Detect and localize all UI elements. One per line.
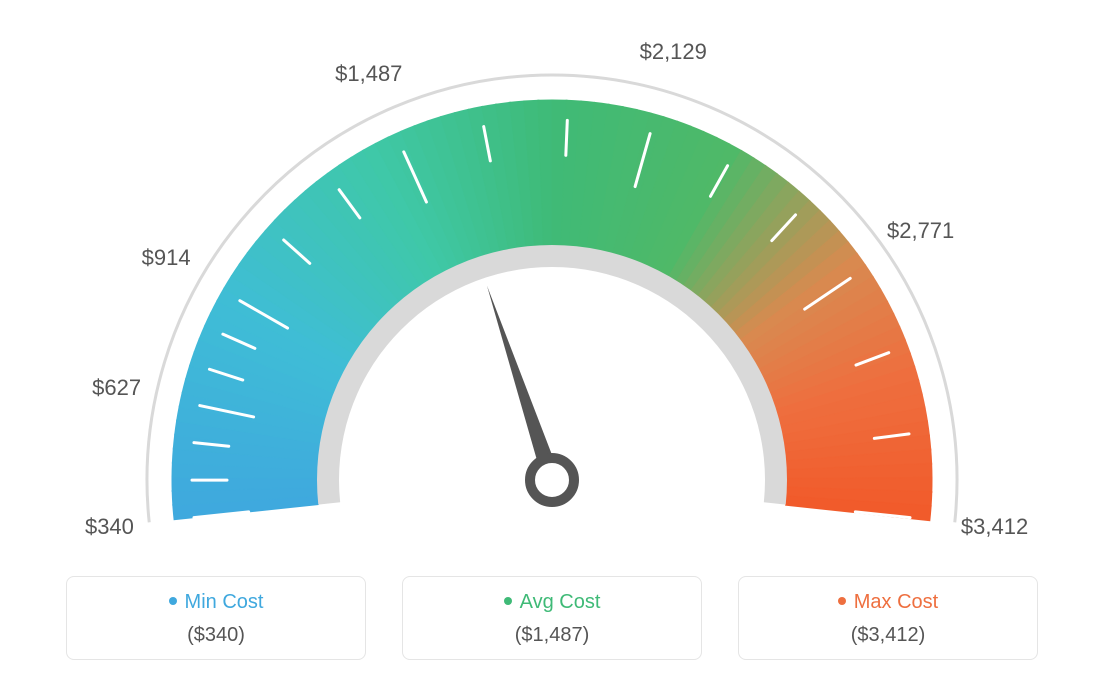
legend-max-label: Max Cost: [854, 591, 938, 613]
gauge-tick-label: $627: [92, 375, 141, 401]
gauge-chart-container: $340 $627 $914 $1,487 $2,129 $2,771 $3,412 Min…: [0, 0, 1104, 690]
gauge-tick-label: $2,129: [640, 39, 707, 65]
legend-min-value: ($340): [77, 624, 355, 647]
legend-avg-label: Avg Cost: [520, 591, 601, 613]
gauge-tick-label: $1,487: [335, 61, 402, 87]
legend-avg-box: Avg Cost ($1,487): [402, 576, 702, 660]
gauge-tick-label: $2,771: [887, 218, 954, 244]
legend-row: Min Cost ($340) Avg Cost ($1,487) Max Co…: [0, 576, 1104, 660]
legend-max-title: Max Cost: [749, 591, 1027, 614]
legend-max-dot-icon: [838, 597, 846, 605]
legend-avg-dot-icon: [504, 597, 512, 605]
legend-avg-value: ($1,487): [413, 624, 691, 647]
gauge-tick-label: $3,412: [961, 514, 1028, 540]
legend-max-box: Max Cost ($3,412): [738, 576, 1038, 660]
legend-min-dot-icon: [169, 597, 177, 605]
legend-min-box: Min Cost ($340): [66, 576, 366, 660]
legend-max-value: ($3,412): [749, 624, 1027, 647]
legend-min-label: Min Cost: [185, 591, 264, 613]
gauge-svg: [0, 0, 1104, 560]
gauge-tick-label: $914: [142, 245, 191, 271]
gauge-area: $340 $627 $914 $1,487 $2,129 $2,771 $3,412: [0, 0, 1104, 560]
legend-min-title: Min Cost: [77, 591, 355, 614]
gauge-tick-label: $340: [85, 514, 134, 540]
legend-avg-title: Avg Cost: [413, 591, 691, 614]
